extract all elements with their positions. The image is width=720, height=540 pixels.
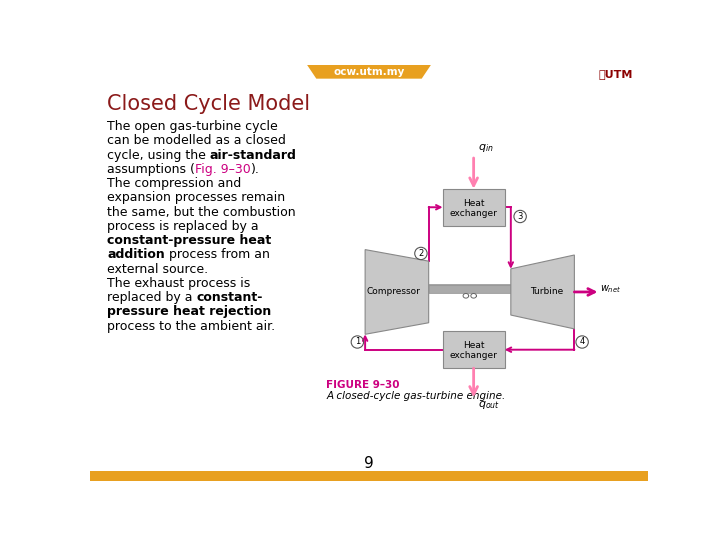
Text: addition: addition [107, 248, 165, 261]
Text: assumptions (: assumptions ( [107, 163, 195, 176]
Text: ⓃUTM: ⓃUTM [598, 69, 632, 79]
Text: 3: 3 [518, 212, 523, 221]
Text: Compressor: Compressor [366, 287, 420, 296]
Text: 2: 2 [418, 249, 423, 258]
Text: $q_{in}$: $q_{in}$ [477, 142, 493, 154]
Text: 9: 9 [364, 456, 374, 471]
Text: 4: 4 [580, 338, 585, 347]
FancyBboxPatch shape [443, 189, 505, 226]
Text: $q_{out}$: $q_{out}$ [477, 399, 500, 411]
Text: 1: 1 [355, 338, 360, 347]
Text: The compression and: The compression and [107, 177, 241, 190]
Text: FIGURE 9–30: FIGURE 9–30 [326, 381, 400, 390]
Text: replaced by a: replaced by a [107, 291, 197, 304]
Text: ).: ). [251, 163, 259, 176]
Text: A closed-cycle gas-turbine engine.: A closed-cycle gas-turbine engine. [326, 392, 505, 401]
Text: process to the ambient air.: process to the ambient air. [107, 320, 275, 333]
Polygon shape [365, 249, 428, 334]
Text: Heat: Heat [463, 341, 485, 350]
Text: Turbine: Turbine [530, 287, 563, 296]
Text: $w_{net}$: $w_{net}$ [600, 283, 621, 295]
Text: exchanger: exchanger [450, 352, 498, 360]
Text: can be modelled as a closed: can be modelled as a closed [107, 134, 286, 147]
Text: the same, but the combustion: the same, but the combustion [107, 206, 296, 219]
Text: Closed Cycle Model: Closed Cycle Model [107, 94, 310, 114]
Text: cycle, using the: cycle, using the [107, 148, 210, 162]
Text: Heat: Heat [463, 199, 485, 208]
Text: The open gas-turbine cycle: The open gas-turbine cycle [107, 120, 278, 133]
Text: constant-pressure heat: constant-pressure heat [107, 234, 271, 247]
Text: Fig. 9–30: Fig. 9–30 [195, 163, 251, 176]
FancyBboxPatch shape [443, 331, 505, 368]
Text: The exhaust process is: The exhaust process is [107, 277, 251, 290]
Text: pressure heat rejection: pressure heat rejection [107, 306, 271, 319]
Text: process from an: process from an [165, 248, 270, 261]
Text: air-standard: air-standard [210, 148, 297, 162]
Polygon shape [307, 65, 431, 79]
Text: external source.: external source. [107, 262, 208, 276]
Text: process is replaced by a: process is replaced by a [107, 220, 258, 233]
Text: ocw.utm.my: ocw.utm.my [333, 67, 405, 77]
Text: constant-: constant- [197, 291, 263, 304]
FancyBboxPatch shape [90, 471, 648, 481]
Text: expansion processes remain: expansion processes remain [107, 192, 285, 205]
Text: exchanger: exchanger [450, 209, 498, 218]
Polygon shape [510, 255, 575, 329]
